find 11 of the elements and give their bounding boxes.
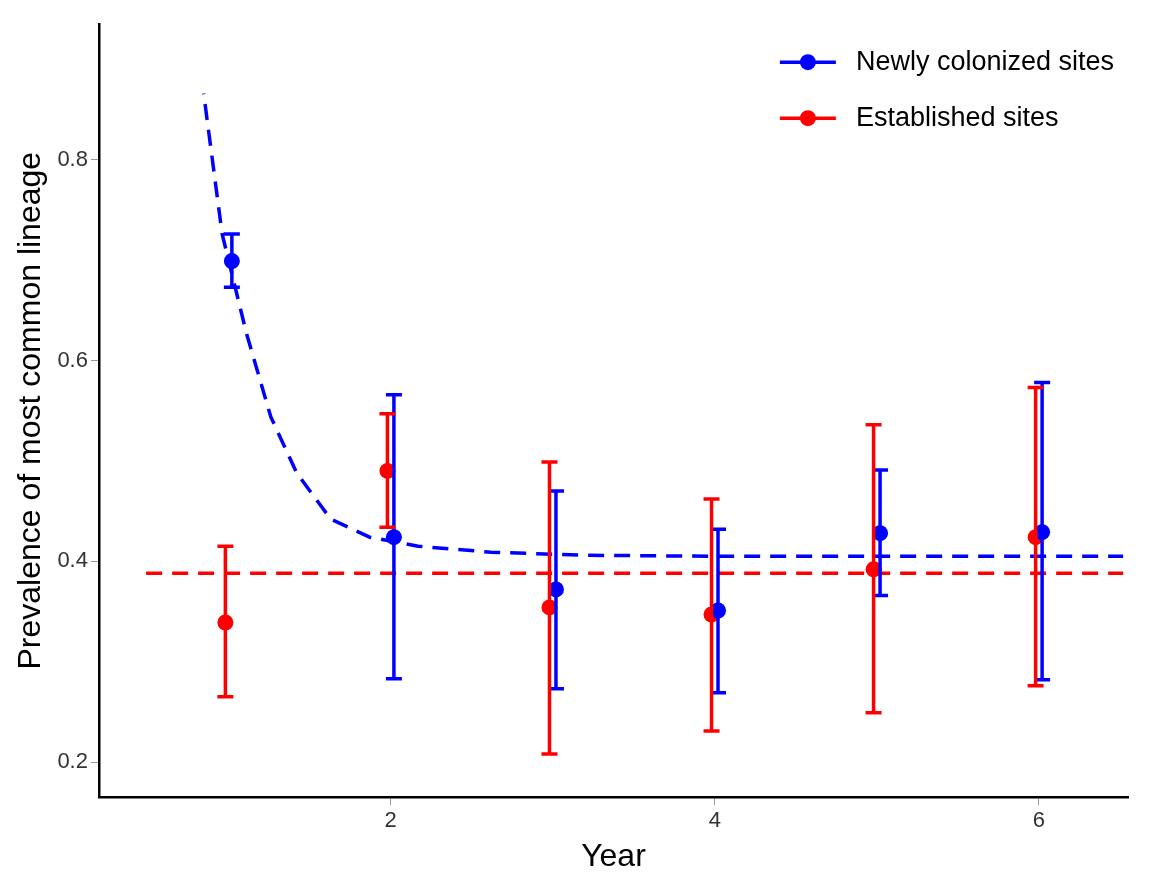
y-tick-label: 0.2 xyxy=(57,748,88,774)
x-tick-label: 4 xyxy=(708,807,721,833)
x-tick-label: 2 xyxy=(384,807,397,833)
legend-label: Established sites xyxy=(855,101,1059,132)
y-tick-label: 0.6 xyxy=(57,346,88,372)
x-axis-title: Year xyxy=(581,836,647,873)
y-tick-label: 0.8 xyxy=(57,145,88,171)
y-tick-label: 0.4 xyxy=(57,547,88,573)
x-tick-label: 6 xyxy=(1032,807,1045,833)
y-axis-title: Prevalence of most common lineage xyxy=(11,151,48,670)
legend-label: Newly colonized sites xyxy=(855,45,1114,76)
